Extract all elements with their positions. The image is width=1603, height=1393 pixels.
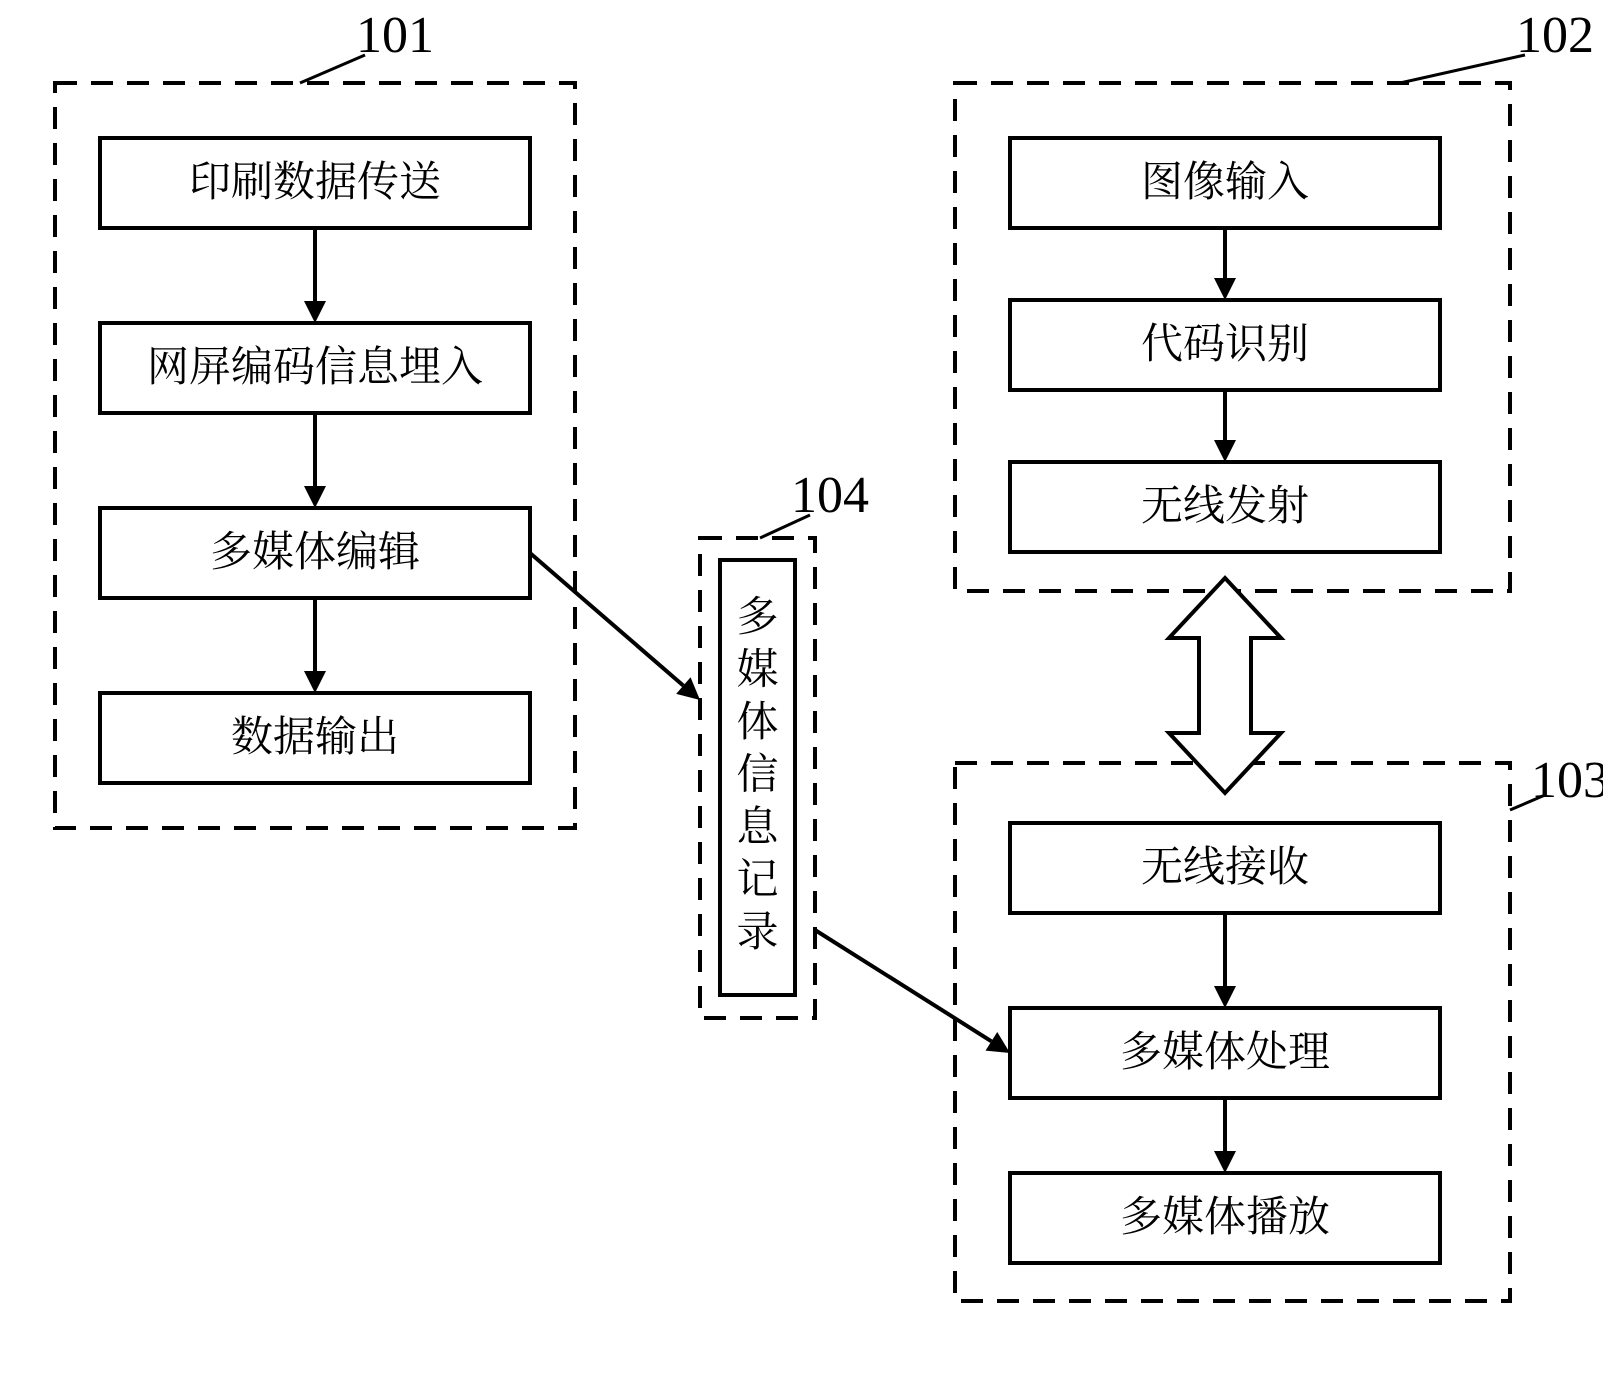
arrow-head <box>304 301 326 323</box>
box-label-b103_3: 多媒体播放 <box>1120 1184 1330 1244</box>
box-label-b101_2: 网屏编码信息埋入 <box>147 334 483 394</box>
lead-line-g102 <box>1400 55 1525 83</box>
arrow-8 <box>815 930 991 1041</box>
box-label-b104_1: 多媒体信息记录 <box>736 584 779 959</box>
arrow-head <box>1214 278 1236 300</box>
group-number-g102: 102 <box>1516 7 1594 64</box>
arrow-head <box>304 671 326 693</box>
box-label-b103_2: 多媒体处理 <box>1120 1019 1330 1079</box>
box-label-b102_2: 代码识别 <box>1141 311 1309 371</box>
group-number-g104: 104 <box>791 467 869 524</box>
group-number-g101: 101 <box>356 7 434 64</box>
group-number-g103: 103 <box>1531 752 1603 809</box>
box-label-b102_3: 无线发射 <box>1141 473 1309 533</box>
double-arrow-102-103 <box>1169 578 1281 793</box>
box-label-b101_3: 多媒体编辑 <box>210 519 420 579</box>
arrow-head <box>1214 1151 1236 1173</box>
arrow-head <box>1214 986 1236 1008</box>
arrow-7 <box>530 553 683 686</box>
arrow-head <box>986 1032 1010 1053</box>
box-label-b101_1: 印刷数据传送 <box>189 149 441 209</box>
box-label-b102_1: 图像输入 <box>1141 149 1309 209</box>
arrow-head <box>304 486 326 508</box>
box-label-b103_1: 无线接收 <box>1141 834 1309 894</box>
arrow-head <box>1214 440 1236 462</box>
box-label-b101_4: 数据输出 <box>231 704 399 764</box>
